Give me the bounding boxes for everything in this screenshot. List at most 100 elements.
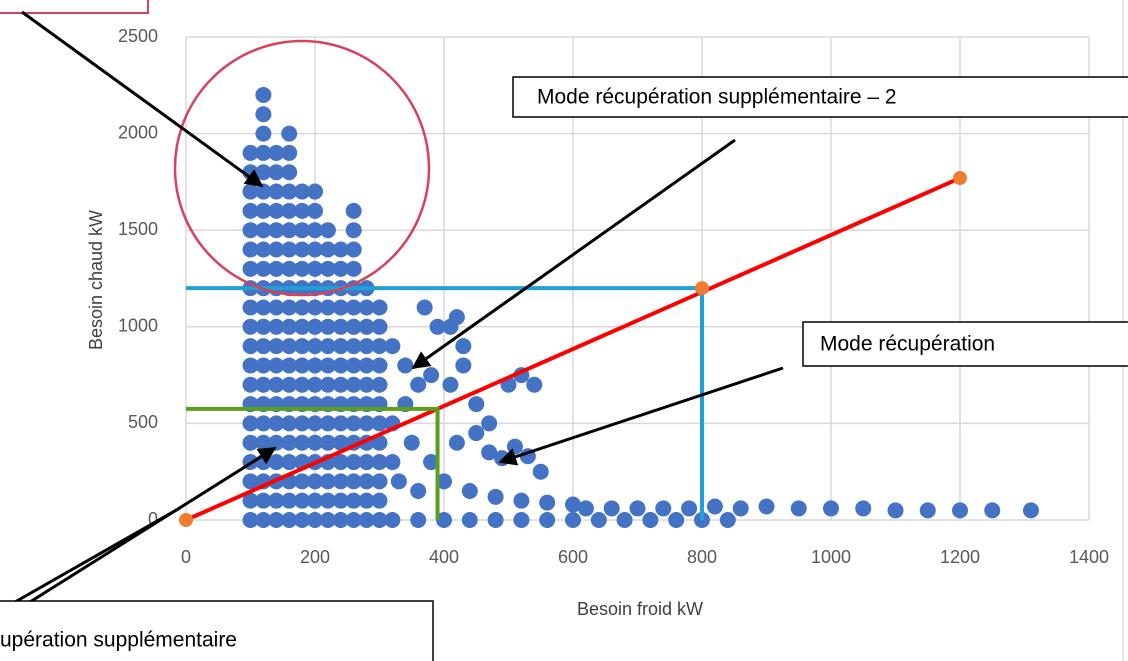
data-point — [307, 299, 323, 316]
data-point — [255, 318, 272, 335]
data-point — [281, 164, 298, 181]
data-point — [242, 492, 259, 509]
annotation-box — [512, 76, 1128, 118]
arrow — [14, 506, 181, 604]
data-point — [307, 260, 323, 277]
data-point — [468, 396, 485, 413]
x-axis-label: Besoin froid kW — [577, 599, 703, 619]
data-point — [423, 454, 440, 471]
data-point — [281, 492, 298, 509]
data-point — [281, 202, 298, 219]
data-point — [255, 222, 272, 239]
data-point — [345, 222, 362, 239]
data-point — [242, 222, 259, 239]
data-point — [307, 492, 323, 509]
data-point — [371, 338, 388, 355]
data-point — [242, 144, 259, 161]
data-point — [281, 260, 298, 277]
data-point — [268, 144, 285, 161]
data-point — [281, 144, 298, 161]
data-point — [294, 376, 311, 393]
data-point — [358, 492, 375, 509]
data-point — [384, 454, 401, 471]
data-point — [242, 338, 259, 355]
data-point — [319, 241, 336, 258]
data-point — [332, 357, 349, 374]
data-point — [345, 454, 362, 471]
data-point — [603, 500, 620, 517]
data-point — [919, 502, 936, 519]
data-point — [345, 415, 362, 432]
data-point — [758, 498, 775, 515]
highlight-circle — [173, 39, 431, 297]
data-point — [255, 299, 272, 316]
marks — [179, 86, 1039, 528]
data-point — [268, 222, 285, 239]
data-point — [255, 241, 272, 258]
y-tick-label: 0 — [148, 509, 158, 529]
data-point — [332, 454, 349, 471]
data-point — [307, 202, 323, 219]
data-point — [255, 86, 272, 103]
data-point — [255, 512, 272, 528]
data-point — [307, 473, 323, 490]
data-point — [565, 512, 581, 528]
data-point — [345, 473, 362, 490]
y-tick-label: 1500 — [118, 219, 158, 239]
data-point — [410, 483, 427, 500]
data-point — [294, 415, 311, 432]
data-point — [345, 512, 362, 528]
data-point — [319, 338, 336, 355]
data-point — [371, 454, 388, 471]
data-point — [371, 376, 388, 393]
data-point — [294, 473, 311, 490]
data-point — [319, 492, 336, 509]
data-point — [268, 338, 285, 355]
data-point — [268, 512, 285, 528]
data-point — [319, 357, 336, 374]
data-point — [281, 241, 298, 258]
data-point — [358, 473, 375, 490]
data-point — [332, 338, 349, 355]
y-tick-label: 2500 — [118, 26, 158, 46]
x-tick-label: 400 — [429, 547, 459, 567]
data-point — [242, 241, 259, 258]
data-point — [242, 434, 259, 451]
data-point — [371, 415, 388, 432]
data-point — [281, 125, 298, 142]
data-point — [526, 376, 543, 393]
data-point — [397, 357, 414, 374]
data-point — [242, 318, 259, 335]
grid: 0 500 1000 1500 2000 2500 0 200 400 600 800 1000 120… — [118, 26, 1109, 567]
data-point — [416, 299, 433, 316]
data-point — [423, 367, 440, 384]
data-point — [358, 415, 375, 432]
data-point — [242, 183, 259, 200]
data-point — [436, 473, 452, 490]
reference-line — [186, 406, 440, 520]
x-tick-label: 1400 — [1069, 547, 1109, 567]
data-point — [332, 318, 349, 335]
annotation: Mode récupération — [820, 333, 995, 356]
data-point — [255, 492, 272, 509]
data-point — [481, 444, 498, 461]
data-point — [281, 434, 298, 451]
data-point — [332, 434, 349, 451]
data-point — [332, 299, 349, 316]
data-point — [255, 144, 272, 161]
data-point — [294, 299, 311, 316]
data-point — [403, 434, 420, 451]
data-point — [1022, 502, 1039, 519]
data-point — [307, 222, 323, 239]
data-point — [332, 415, 349, 432]
data-point — [242, 202, 259, 219]
data-point — [242, 415, 259, 432]
data-point — [268, 376, 285, 393]
data-point — [281, 415, 298, 432]
data-point — [532, 463, 549, 480]
data-point — [307, 338, 323, 355]
data-point — [255, 202, 272, 219]
data-point — [319, 415, 336, 432]
data-point — [506, 438, 523, 455]
data-point — [629, 500, 646, 517]
